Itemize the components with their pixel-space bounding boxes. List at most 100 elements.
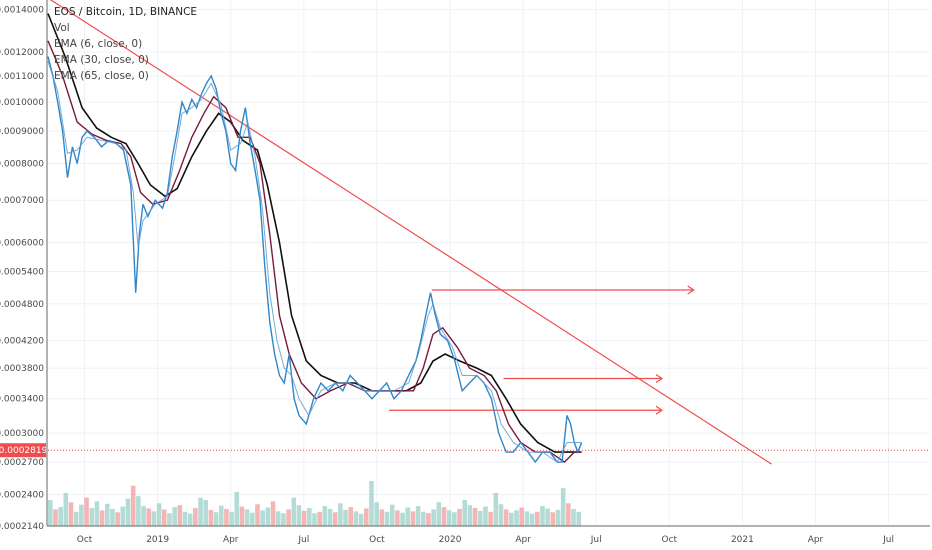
- volume-bar: [193, 508, 198, 526]
- y-tick-label: 0.0009000: [0, 127, 44, 137]
- price-line: [47, 56, 583, 464]
- volume-bar: [576, 511, 581, 526]
- volume-bar: [255, 504, 260, 526]
- volume-bar: [477, 510, 483, 526]
- volume-bar: [115, 512, 120, 526]
- volume-bar: [99, 510, 105, 526]
- volume-bar: [213, 512, 219, 526]
- volume-bar: [462, 499, 468, 526]
- series-layer: [47, 13, 583, 464]
- volume-bar: [405, 507, 411, 526]
- volume-bar: [524, 511, 530, 526]
- volume-bar: [53, 509, 58, 526]
- volume-bar: [58, 507, 63, 526]
- volume-bar: [234, 491, 240, 526]
- volume-bar: [239, 506, 245, 526]
- volume-bar: [120, 506, 126, 526]
- y-tick-label: 0.0010000: [0, 98, 44, 108]
- volume-bar: [281, 513, 286, 526]
- volume-bar: [275, 511, 281, 526]
- volume-bar: [348, 507, 354, 526]
- volume-bar: [177, 505, 183, 526]
- volume-bar: [436, 502, 442, 526]
- y-tick-label: 0.0003400: [0, 395, 44, 405]
- x-tick-label: Oct: [369, 535, 385, 545]
- y-tick-label: 0.0007000: [0, 196, 44, 206]
- volume-bar: [514, 510, 519, 526]
- y-tick-label: 0.0006000: [0, 239, 44, 249]
- y-tick-label: 0.0008000: [0, 159, 44, 169]
- volume-bar: [151, 511, 157, 526]
- volume-bar: [493, 492, 499, 526]
- volume-bar: [420, 511, 426, 526]
- volume-bar: [198, 497, 203, 526]
- x-tick-label: 2021: [731, 535, 754, 545]
- x-tick-label: Jul: [297, 535, 309, 545]
- ema6-line: [47, 61, 582, 463]
- x-tick-label: Jul: [590, 535, 602, 545]
- x-tick-label: Apr: [515, 535, 531, 545]
- chart-title: EOS / Bitcoin, 1D, BINANCE: [54, 6, 198, 18]
- volume-bar: [286, 509, 291, 526]
- y-tick-label: 0.0014000: [0, 6, 44, 16]
- volume-bar: [208, 509, 214, 526]
- volume-bar: [136, 496, 141, 526]
- trend-layer: [48, 0, 930, 465]
- volume-bar: [483, 506, 488, 526]
- x-tick-label: 2019: [146, 535, 169, 545]
- y-tick-label: 0.0004200: [0, 337, 44, 347]
- volume-bar: [560, 488, 566, 526]
- volume-bar: [161, 509, 167, 526]
- volume-bar: [84, 497, 89, 526]
- volume-bar: [519, 507, 525, 526]
- volume-bar: [457, 508, 462, 526]
- volume-bar: [358, 513, 364, 526]
- volume-bar: [322, 506, 328, 526]
- volume-bar: [415, 506, 421, 526]
- volume-bar: [452, 512, 457, 526]
- volume-layer: [48, 481, 581, 526]
- volume-bar: [379, 509, 385, 526]
- volume-bar: [426, 513, 431, 526]
- legend-item-vol: Vol: [54, 22, 70, 34]
- trend-line: [49, 0, 772, 465]
- volume-bar: [265, 507, 271, 526]
- volume-bar: [260, 510, 265, 526]
- volume-bar: [296, 505, 302, 526]
- y-tick-label: 0.0003800: [0, 364, 44, 374]
- volume-bar: [218, 505, 224, 526]
- volume-bar: [146, 508, 152, 526]
- volume-bar: [167, 513, 172, 526]
- ema30-line: [47, 40, 582, 464]
- volume-bar: [509, 512, 514, 526]
- grid-layer: [48, 0, 930, 527]
- volume-bar: [467, 505, 473, 526]
- volume-bar: [317, 511, 322, 526]
- volume-bar: [203, 499, 208, 526]
- x-tick-label: Jul: [882, 535, 894, 545]
- volume-bar: [110, 508, 115, 526]
- volume-bar: [141, 506, 146, 526]
- y-tick-label: 0.0005400: [0, 268, 44, 278]
- volume-bar: [395, 510, 400, 526]
- legend-item-ema65: EMA (65, close, 0): [54, 70, 149, 82]
- volume-bar: [446, 510, 452, 526]
- volume-bar: [307, 508, 312, 526]
- volume-bar: [244, 509, 250, 526]
- volume-bar: [353, 511, 359, 526]
- volume-bar: [229, 511, 234, 526]
- volume-bar: [431, 509, 436, 526]
- y-tick-label: 0.0011000: [0, 72, 44, 82]
- y-tick-label: 0.0002400: [0, 490, 44, 500]
- volume-bar: [338, 503, 343, 526]
- ray-arrowhead: [655, 373, 664, 383]
- volume-bar: [291, 497, 297, 526]
- volume-bar: [369, 481, 374, 526]
- volume-bar: [301, 510, 307, 526]
- volume-bar: [503, 509, 509, 526]
- x-tick-label: Apr: [808, 535, 824, 545]
- legend-item-ema6: EMA (6, close, 0): [54, 38, 143, 50]
- volume-bar: [63, 492, 69, 526]
- y-tick-label: 0.0002700: [0, 458, 44, 468]
